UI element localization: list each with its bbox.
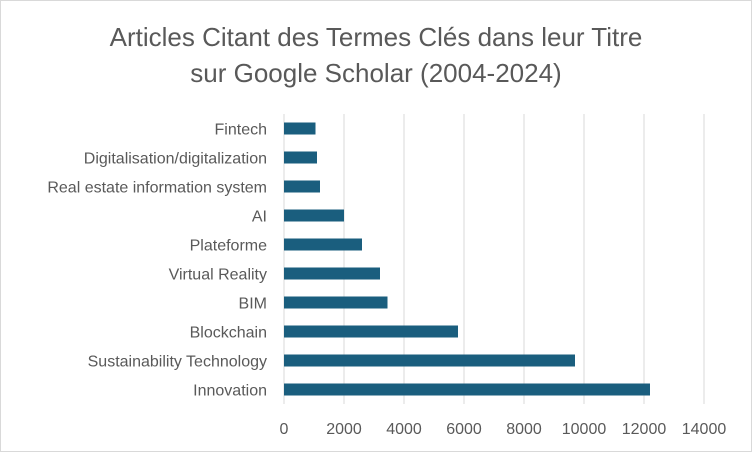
bar (284, 238, 362, 251)
bar (284, 267, 380, 280)
x-tick-label: 10000 (562, 421, 607, 438)
x-tick-label: 4000 (386, 421, 422, 438)
category-label: Virtual Reality (169, 267, 267, 284)
category-label: Sustainability Technology (88, 354, 267, 371)
x-tick-label: 6000 (446, 421, 482, 438)
bar (284, 354, 575, 367)
category-label: Blockchain (190, 325, 267, 342)
x-tick-label: 12000 (622, 421, 667, 438)
bar (284, 325, 458, 338)
category-label: AI (252, 209, 267, 226)
category-labels: Fintech Digitalisation/digitalization Real… (47, 122, 267, 400)
bar (284, 180, 320, 193)
x-tick-label: 8000 (506, 421, 542, 438)
bar (284, 122, 316, 135)
category-label: Fintech (215, 122, 267, 139)
bar (284, 151, 317, 164)
bar (284, 383, 650, 396)
chart-title-line-2: sur Google Scholar (2004-2024) (190, 58, 562, 88)
bars (284, 122, 650, 396)
bar (284, 209, 344, 222)
chart-title: Articles Citant des Termes Clés dans leu… (1, 19, 751, 91)
bar (284, 296, 388, 309)
x-tick-label: 0 (280, 421, 289, 438)
category-label: Real estate information system (47, 180, 267, 197)
x-tick-label: 2000 (326, 421, 362, 438)
category-label: Digitalisation/digitalization (84, 151, 267, 168)
x-tick-label: 14000 (682, 421, 727, 438)
x-tick-labels: 0 2000 4000 6000 8000 10000 12000 14000 (280, 421, 727, 438)
category-label: Innovation (193, 383, 267, 400)
category-label: BIM (239, 296, 267, 313)
chart-title-line-1: Articles Citant des Termes Clés dans leu… (109, 22, 643, 52)
category-label: Plateforme (190, 238, 267, 255)
